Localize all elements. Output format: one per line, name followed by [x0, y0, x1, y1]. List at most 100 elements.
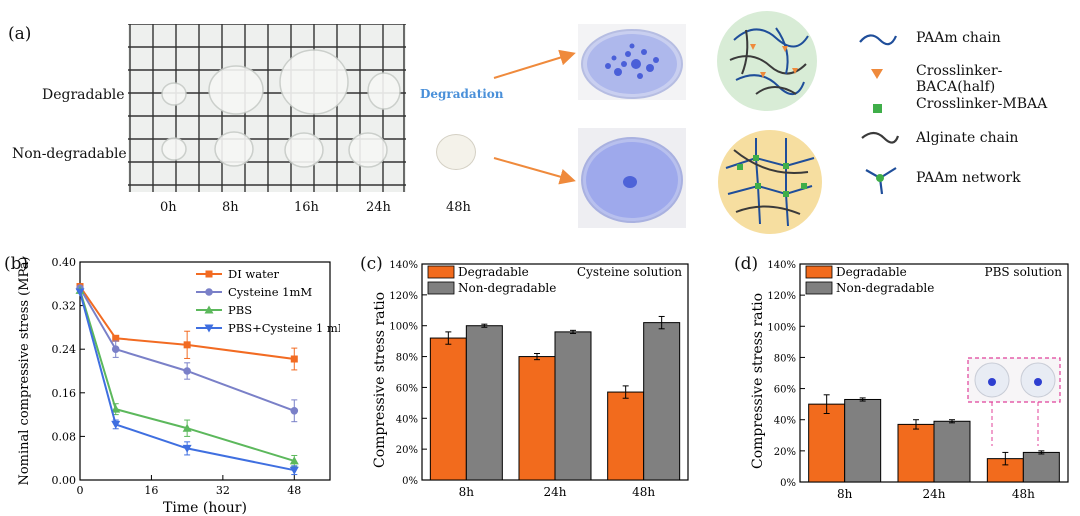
y-axis-label: Nominal compressive stress (MPa): [17, 256, 32, 485]
data-point: [289, 466, 299, 475]
y-tick-label: 120%: [767, 291, 796, 302]
sample-nondegradable-8h: [214, 131, 254, 167]
network-schematic-nondegradable: [716, 128, 824, 240]
time-label-8h: 8h: [222, 200, 239, 215]
y-tick-label: 60%: [774, 385, 796, 396]
legend-label: Non-degradable: [836, 281, 934, 295]
data-point: [112, 334, 120, 342]
data-point: [183, 367, 191, 375]
data-point: [290, 355, 298, 363]
network-schematic-degradable: [716, 10, 818, 116]
y-tick-label: 0.32: [52, 300, 77, 313]
y-tick-label: 80%: [774, 353, 796, 364]
y-tick-label: 0.40: [52, 256, 77, 269]
data-point: [111, 404, 121, 413]
x-tick-label: 16: [144, 484, 158, 497]
y-tick-label: 140%: [389, 260, 418, 271]
paam-chain-icon: [858, 28, 898, 52]
series-line: [79, 291, 295, 472]
legend-label: DI water: [228, 267, 280, 281]
panel-b-label: (b): [4, 254, 29, 274]
data-point: [111, 420, 121, 429]
legend-paam-chain-label: PAAm chain: [916, 30, 1001, 46]
arrow-top: [493, 49, 576, 79]
panel-a-label: (a): [8, 24, 32, 44]
data-point: [290, 406, 299, 415]
line-chart-compressive-stress: 0.00 0.08 0.16 0.24 0.32 0.40 0 16 32 48 Time (hou…: [17, 256, 340, 516]
legend-marker: [204, 324, 214, 333]
x-tick-label: 48h: [1012, 487, 1035, 501]
petri-dish-nondegradable: [578, 128, 686, 228]
chart-title: Cysteine solution: [577, 265, 682, 279]
bar: [607, 391, 645, 481]
row-label-nondegradable: Non-degradable: [12, 146, 127, 162]
time-label-0h: 0h: [160, 200, 177, 215]
y-axis-label: Compressive stress ratio: [372, 292, 388, 468]
data-point: [111, 345, 120, 353]
legend-marker: [205, 270, 213, 278]
sample-degradable-16h: [279, 49, 349, 115]
time-label-16h: 16h: [294, 200, 319, 215]
bar: [897, 423, 935, 483]
data-point: [289, 456, 299, 465]
x-tick-label: 8h: [459, 485, 475, 499]
degradation-label-box: [414, 86, 498, 104]
sample-nondegradable-48h: [436, 134, 476, 170]
legend-crosslinker-mbaa-label: Crosslinker-MBAA: [916, 96, 1048, 112]
legend-alginate-chain-label: Alginate chain: [916, 130, 1019, 146]
y-tick-label: 0%: [402, 476, 418, 487]
grid-lines: [128, 23, 406, 192]
data-point: [183, 341, 191, 349]
x-axis-label: Time (hour): [163, 500, 247, 516]
arrow-bottom: [493, 157, 576, 185]
y-tick-label: 140%: [767, 260, 796, 271]
chart-title: PBS solution: [985, 265, 1063, 279]
x-tick-label: 32: [216, 484, 230, 497]
panel-d-label: (d): [734, 254, 759, 274]
legend-swatch: [805, 265, 833, 279]
inset-sample-dot: [988, 378, 996, 386]
y-tick-label: 80%: [396, 353, 418, 364]
time-label-24h: 24h: [366, 200, 391, 215]
bar: [933, 420, 971, 483]
time-label-48h: 48h: [446, 200, 471, 215]
data-point: [75, 288, 85, 297]
bar: [1022, 451, 1060, 483]
arrows: [493, 49, 576, 185]
sample-nondegradable-0h: [161, 137, 187, 161]
sample-degradable-24h: [367, 72, 401, 110]
y-tick-label: 0.16: [52, 387, 77, 400]
series-line: [79, 287, 295, 412]
y-tick-label: 100%: [767, 322, 796, 333]
bar: [518, 356, 556, 481]
crosslinker-baca-icon: [870, 66, 886, 85]
legend-marker: [205, 288, 213, 296]
data-point: [182, 423, 192, 432]
y-tick-label: 20%: [396, 445, 418, 456]
y-tick-label: 60%: [396, 383, 418, 394]
paam-network-icon: [864, 162, 898, 200]
legend-label: PBS+Cysteine 1 mM: [228, 321, 340, 335]
y-tick-label: 0.00: [52, 474, 77, 487]
y-tick-label: 0.08: [52, 430, 77, 443]
alginate-chain-icon: [860, 126, 900, 150]
row-label-degradable: Degradable: [42, 87, 125, 103]
legend-label: Cysteine 1mM: [228, 285, 312, 299]
y-tick-label: 40%: [774, 416, 796, 427]
bar: [465, 325, 503, 481]
x-tick-label: 24h: [544, 485, 567, 499]
y-tick-label: 0%: [780, 478, 796, 489]
x-tick-label: 48: [287, 484, 301, 497]
legend-marker: [204, 305, 214, 314]
panel-c-label: (c): [360, 254, 383, 274]
x-tick-label: 48h: [632, 485, 655, 499]
hydrogel-grid-photo: [128, 23, 406, 192]
data-point: [182, 444, 192, 453]
bar-chart-cysteine: 0% 20% 40% 60% 80% 100% 120% 140% Compressive st…: [372, 260, 689, 499]
legend-label: Degradable: [836, 265, 907, 279]
legend-swatch: [427, 281, 455, 295]
sample-nondegradable-24h: [348, 132, 388, 168]
x-tick-label: 0: [77, 484, 84, 497]
legend-label: PBS: [228, 303, 252, 317]
plot-frame: [79, 261, 331, 481]
